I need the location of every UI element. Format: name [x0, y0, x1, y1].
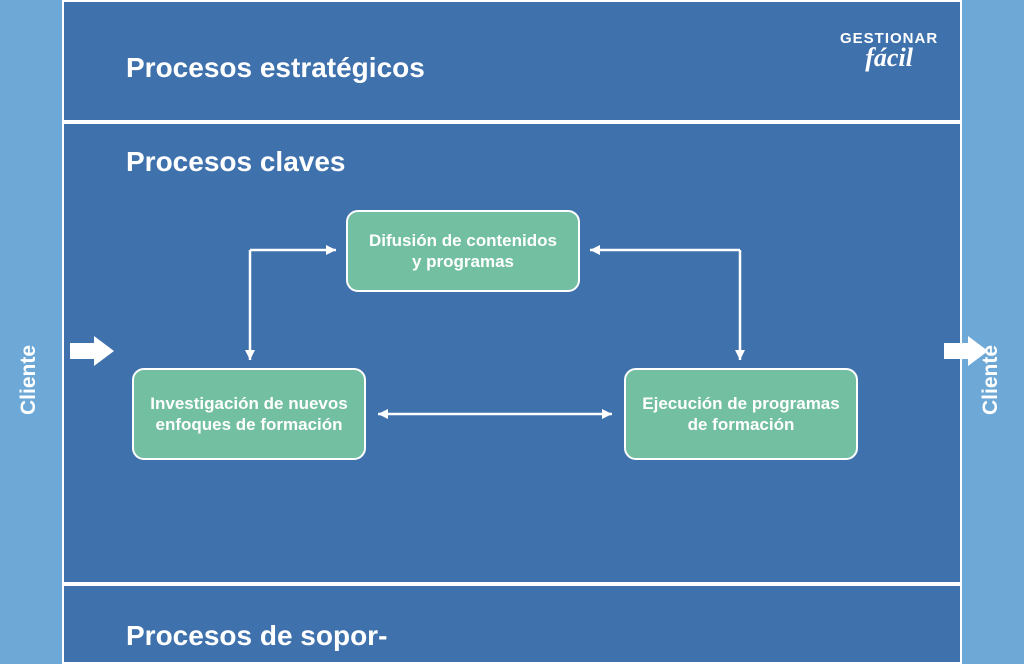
gestionar-facil-logo: GESTIONAR fácil	[840, 32, 938, 69]
key-processes-row: Procesos claves	[62, 122, 962, 584]
research-node-label: Investigación de nuevos enfoques de form…	[150, 393, 348, 436]
client-output-column: Cliente	[962, 0, 1024, 664]
support-processes-row: Procesos de sopor-	[62, 584, 962, 664]
key-row-title: Procesos claves	[126, 146, 346, 178]
logo-bottom-text: fácil	[840, 46, 938, 69]
process-rows-container: Procesos estratégicos GESTIONAR fácil Pr…	[62, 0, 962, 664]
client-input-arrow-icon	[70, 336, 114, 366]
diffusion-node: Difusión de contenidos y programas	[346, 210, 580, 292]
client-input-column: Cliente	[0, 0, 62, 664]
strategic-row-title: Procesos estratégicos	[126, 52, 425, 84]
diffusion-node-label: Difusión de contenidos y programas	[364, 230, 562, 273]
client-left-label: Cliente	[17, 345, 41, 415]
research-node: Investigación de nuevos enfoques de form…	[132, 368, 366, 460]
client-output-arrow-icon	[944, 336, 988, 366]
execution-node-label: Ejecución de programas de formación	[642, 393, 840, 436]
strategic-processes-row: Procesos estratégicos GESTIONAR fácil	[62, 0, 962, 122]
process-map-diagram: Cliente Cliente Procesos estratégicos GE…	[0, 0, 1024, 664]
execution-node: Ejecución de programas de formación	[624, 368, 858, 460]
support-row-title: Procesos de sopor-	[126, 620, 387, 652]
